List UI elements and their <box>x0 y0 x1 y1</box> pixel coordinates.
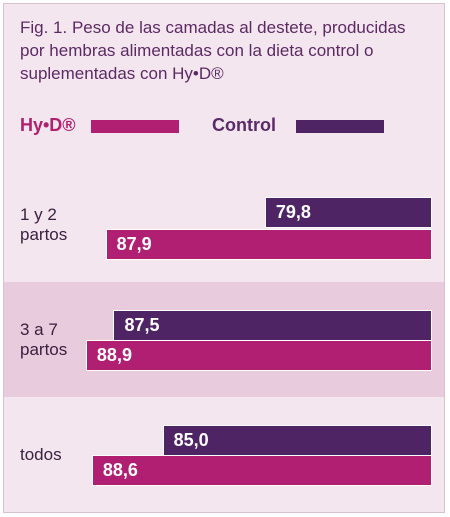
category-label: 3 a 7 partos <box>20 320 68 359</box>
legend-control-label: Control <box>212 115 276 135</box>
bar-control-value: 79,8 <box>275 202 311 222</box>
bar-hyd-value: 87,9 <box>116 234 152 254</box>
bar-hyd: 88,6 <box>91 455 432 486</box>
bar-hyd-value: 88,9 <box>96 345 132 365</box>
bar-hyd: 87,9 <box>105 229 432 260</box>
legend-hyd-swatch <box>91 120 179 133</box>
bar-control: 85,0 <box>162 425 432 456</box>
bar-control-value: 85,0 <box>173 430 209 450</box>
bar-control: 87,5 <box>113 310 432 341</box>
category-band: 3 a 7 partos 87,5 88,9 <box>4 282 444 397</box>
category-band: 1 y 2 partos 79,8 87,9 <box>4 167 444 282</box>
bar-control: 79,8 <box>264 197 432 228</box>
category-label: 1 y 2 partos <box>20 205 68 244</box>
category-label: todos <box>20 445 62 464</box>
bar-hyd: 88,9 <box>85 340 432 371</box>
chart-frame: Fig. 1. Peso de las camadas al destete, … <box>3 3 445 513</box>
bar-control-value: 87,5 <box>124 315 160 335</box>
legend-control-swatch <box>296 120 384 133</box>
category-band: todos 85,0 88,6 <box>4 397 444 512</box>
chart-title: Fig. 1. Peso de las camadas al destete, … <box>20 18 406 83</box>
bar-hyd-value: 88,6 <box>102 460 138 480</box>
legend-hyd-label: Hy•D® <box>20 115 76 135</box>
